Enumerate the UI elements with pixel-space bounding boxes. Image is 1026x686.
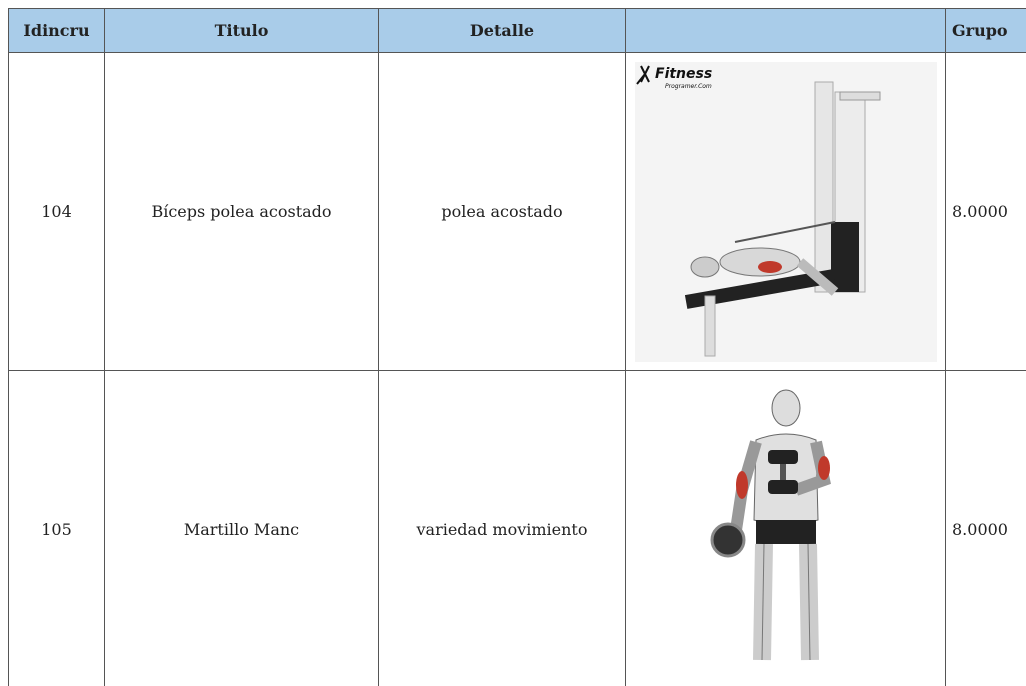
cell-titulo: Martillo Manc bbox=[104, 370, 379, 686]
cell-detalle: variedad movimiento bbox=[378, 370, 626, 686]
exercise-image bbox=[710, 389, 831, 660]
cell-image bbox=[625, 370, 946, 686]
table-container: Idincru Titulo Detalle Grupo 104 Bíceps … bbox=[8, 8, 1026, 686]
cell-image: Fitness Programer.Com bbox=[625, 52, 946, 371]
cell-grupo: 8.0000 bbox=[945, 52, 1026, 371]
cell-grupo: 8.0000 bbox=[945, 370, 1026, 686]
header-cell: Detalle bbox=[378, 8, 626, 53]
cell-detalle: polea acostado bbox=[378, 52, 626, 371]
exercise-image: Fitness Programer.Com bbox=[634, 61, 937, 362]
row: 105 Martillo Manc variedad movimiento bbox=[8, 370, 1026, 686]
cell-id: 105 bbox=[8, 370, 105, 686]
logo-text: Fitness bbox=[655, 66, 712, 82]
header-cell bbox=[625, 8, 946, 53]
header-row: Idincru Titulo Detalle Grupo bbox=[8, 8, 1026, 53]
header-cell: Titulo bbox=[104, 8, 379, 53]
cell-id: 104 bbox=[8, 52, 105, 371]
cell-titulo: Bíceps polea acostado bbox=[104, 52, 379, 371]
data-table: Idincru Titulo Detalle Grupo 104 Bíceps … bbox=[8, 8, 1026, 686]
logo-text: Programer.Com bbox=[665, 83, 712, 90]
row: 104 Bíceps polea acostado polea acostado… bbox=[8, 52, 1026, 371]
header-cell: Grupo bbox=[945, 8, 1026, 53]
header-cell: Idincru bbox=[8, 8, 105, 53]
